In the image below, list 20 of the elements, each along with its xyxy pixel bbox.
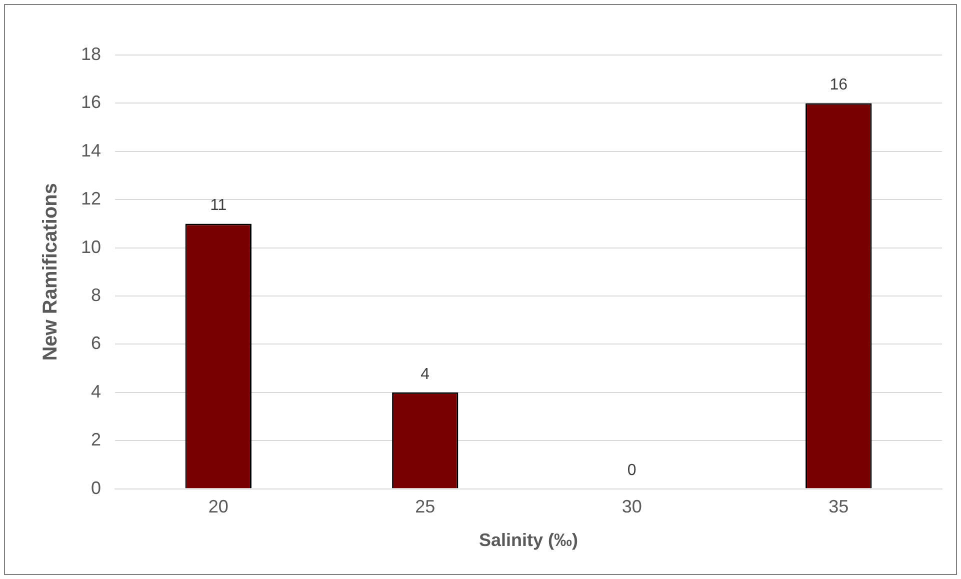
data-label: 11 — [210, 197, 227, 214]
y-tick-label: 10 — [80, 236, 102, 257]
x-tick-label: 20 — [208, 496, 228, 517]
y-tick-label: 0 — [91, 478, 102, 498]
x-tick-label: 25 — [415, 496, 436, 517]
data-label: 16 — [830, 76, 848, 94]
x-tick-label: 30 — [622, 496, 642, 517]
y-tick-label: 8 — [91, 284, 102, 305]
data-label: 4 — [420, 366, 430, 383]
x-axis-title: Salinity (‰) — [479, 530, 578, 550]
y-axis-title: New Ramifications — [40, 182, 62, 361]
y-tick-label: 2 — [91, 430, 102, 450]
y-tick-label: 6 — [91, 333, 102, 354]
y-tick-label: 14 — [80, 140, 102, 160]
y-tick-label: 12 — [80, 188, 102, 209]
data-label: 0 — [627, 462, 636, 480]
y-tick-label: 4 — [91, 381, 102, 402]
y-tick-label: 18 — [80, 44, 102, 64]
y-tick-label: 16 — [80, 92, 102, 112]
x-tick-label: 35 — [828, 496, 849, 517]
